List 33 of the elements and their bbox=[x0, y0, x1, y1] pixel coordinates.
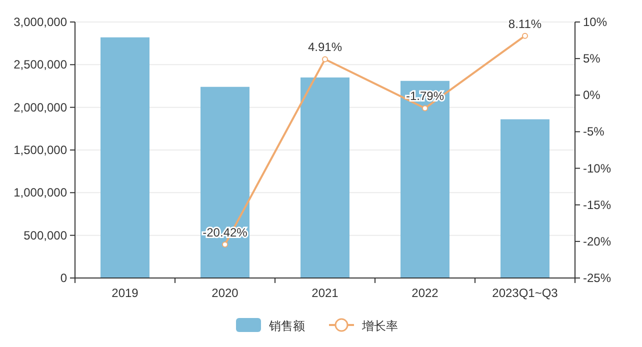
y2-tick-label: -10% bbox=[583, 161, 612, 176]
bar bbox=[100, 37, 150, 278]
bar bbox=[200, 86, 250, 278]
y2-tick-label: 0% bbox=[583, 88, 601, 102]
bar bbox=[300, 77, 350, 278]
data-label: 8.11% bbox=[508, 16, 542, 31]
x-tick-label: 2022 bbox=[412, 286, 439, 300]
y-tick-label: 500,000 bbox=[24, 228, 68, 242]
bar bbox=[400, 80, 450, 278]
y-tick-label: 1,000,000 bbox=[14, 186, 68, 200]
bar bbox=[500, 119, 550, 278]
y-tick-label: 3,000,000 bbox=[14, 15, 68, 29]
y2-tick-label: 5% bbox=[583, 52, 601, 66]
point bbox=[522, 32, 528, 39]
y2-tick-label: -15% bbox=[583, 198, 612, 212]
point bbox=[422, 105, 428, 112]
x-tick-label: 2020 bbox=[212, 286, 239, 300]
y-tick-label: 1,500,000 bbox=[14, 143, 68, 157]
y-tick-label: 2,000,000 bbox=[14, 100, 68, 114]
data-label: 4.91% bbox=[308, 40, 342, 54]
point bbox=[222, 242, 228, 248]
legend-label: 增长率 bbox=[361, 319, 398, 333]
point bbox=[322, 56, 328, 62]
y2-tick-label: 10% bbox=[583, 15, 608, 29]
y-tick-label: 2,500,000 bbox=[14, 58, 68, 72]
x-tick-label: 2021 bbox=[312, 286, 339, 300]
y-tick-label: 0 bbox=[60, 271, 68, 285]
legend-label: 销售额 bbox=[268, 319, 305, 333]
y2-tick-label: -25% bbox=[583, 271, 612, 285]
y2-tick-label: -20% bbox=[583, 234, 612, 248]
x-tick-label: 2019 bbox=[112, 286, 139, 300]
x-tick-label: 2023Q1~Q3 bbox=[492, 286, 558, 300]
y2-tick-label: -5% bbox=[583, 124, 605, 139]
